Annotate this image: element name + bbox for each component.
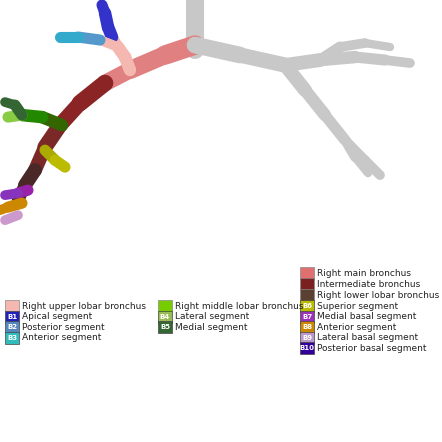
Bar [300, 278, 314, 290]
Text: Right upper lobar bronchus: Right upper lobar bronchus [22, 302, 146, 311]
Bar [5, 332, 19, 344]
Text: Medial basal segment: Medial basal segment [317, 312, 416, 321]
Bar [158, 321, 172, 333]
Text: Right lower lobar bronchus: Right lower lobar bronchus [317, 291, 439, 300]
Bar [158, 311, 172, 323]
Text: Apical segment: Apical segment [22, 312, 92, 321]
Text: B3: B3 [7, 335, 17, 341]
Text: Anterior segment: Anterior segment [317, 323, 396, 332]
Text: Anterior segment: Anterior segment [22, 333, 101, 342]
Text: Lateral basal segment: Lateral basal segment [317, 333, 418, 342]
Bar [300, 267, 314, 279]
Text: Posterior segment: Posterior segment [22, 323, 105, 332]
Bar [5, 311, 19, 323]
Text: Right middle lobar bronchus: Right middle lobar bronchus [175, 302, 304, 311]
Bar [5, 321, 19, 333]
Text: B7: B7 [302, 314, 312, 320]
Bar [300, 311, 314, 323]
Bar [300, 342, 314, 354]
Text: B9: B9 [302, 335, 312, 341]
Text: Posterior basal segment: Posterior basal segment [317, 344, 427, 353]
Text: B5: B5 [160, 324, 170, 330]
Text: B8: B8 [302, 324, 312, 330]
Bar [300, 300, 314, 312]
Text: B2: B2 [7, 324, 17, 330]
Text: Lateral segment: Lateral segment [175, 312, 249, 321]
Bar [300, 289, 314, 301]
Text: B4: B4 [160, 314, 170, 320]
Bar [300, 332, 314, 344]
Bar [158, 300, 172, 312]
Text: Medial segment: Medial segment [175, 323, 248, 332]
Bar [5, 300, 19, 312]
Text: Right main bronchus: Right main bronchus [317, 269, 411, 278]
Text: B10: B10 [300, 345, 315, 351]
Bar [300, 321, 314, 333]
Text: Superior segment: Superior segment [317, 302, 398, 311]
Text: B6: B6 [302, 303, 312, 309]
Text: Intermediate bronchus: Intermediate bronchus [317, 280, 420, 289]
Text: B1: B1 [7, 314, 17, 320]
